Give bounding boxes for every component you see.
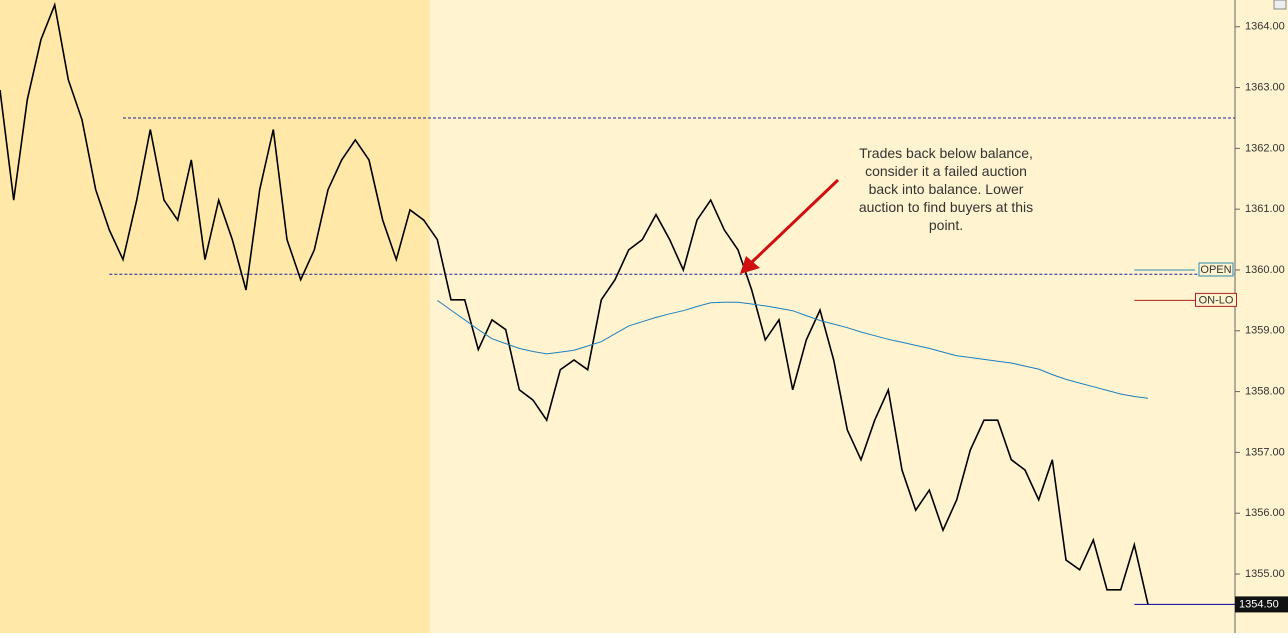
annotation-line: auction to find buyers at this bbox=[859, 199, 1033, 215]
y-tick-label: 1363.00 bbox=[1245, 81, 1285, 93]
y-tick-label: 1362.00 bbox=[1245, 142, 1285, 154]
level-label-box bbox=[1198, 262, 1234, 277]
y-tick-label: 1364.00 bbox=[1245, 21, 1285, 33]
y-tick-label: 1357.00 bbox=[1245, 446, 1285, 458]
annotation-line: consider it a failed auction bbox=[865, 163, 1027, 179]
last-price-box bbox=[1235, 596, 1288, 613]
level-label-box bbox=[1195, 292, 1237, 307]
arrow-head bbox=[740, 256, 760, 274]
y-tick-label: 1359.00 bbox=[1245, 325, 1285, 337]
y-tick-label: 1358.00 bbox=[1245, 386, 1285, 398]
price-line bbox=[0, 2, 1149, 605]
average-line bbox=[437, 299, 1149, 399]
y-tick-label: 1355.00 bbox=[1245, 568, 1285, 580]
y-tick-label: 1360.00 bbox=[1245, 264, 1285, 276]
session-shade bbox=[0, 0, 430, 633]
last-price-label: 1354.50 bbox=[1239, 598, 1279, 610]
annotation: Trades back below balance, consider it a … bbox=[859, 145, 1033, 233]
y-tick-label: 1356.00 bbox=[1245, 507, 1285, 519]
annotation-line: back into balance. Lower bbox=[869, 181, 1024, 197]
annotation-line: point. bbox=[929, 217, 963, 233]
level-label: OPEN bbox=[1200, 264, 1231, 276]
annotation-line: Trades back below balance, bbox=[859, 145, 1033, 161]
y-tick-label: 1361.00 bbox=[1245, 203, 1285, 215]
menu-box bbox=[1273, 0, 1287, 10]
level-label: ON-LO bbox=[1199, 294, 1234, 306]
arrow bbox=[750, 178, 840, 264]
